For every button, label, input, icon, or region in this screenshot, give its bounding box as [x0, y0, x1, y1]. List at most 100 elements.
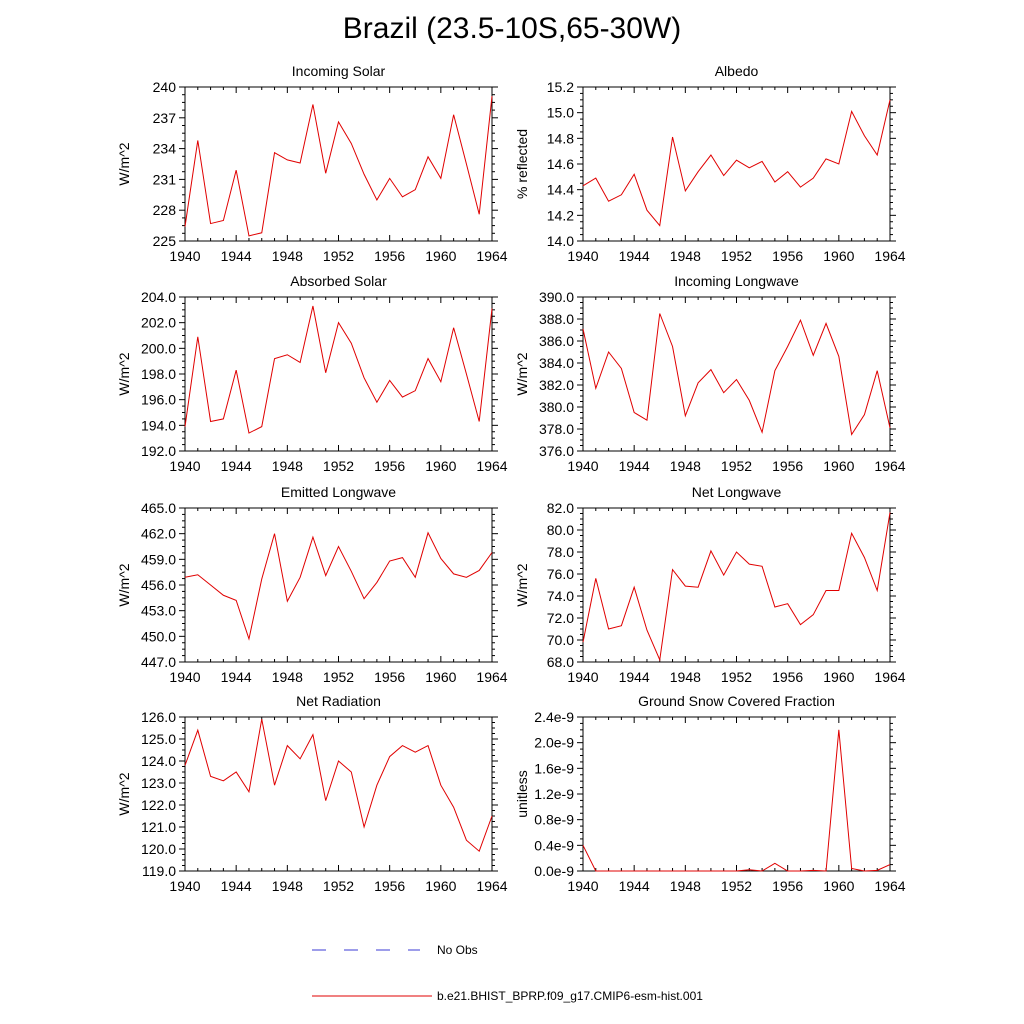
ground-snow-covered-fraction-series-line: [582, 729, 891, 872]
incoming-longwave-ytick-label: 390.0: [539, 289, 574, 305]
net-radiation-ylabel: W/m^2: [116, 772, 132, 815]
albedo-ytick-label: 14.4: [547, 182, 574, 198]
albedo-xtick-label: 1960: [823, 248, 854, 264]
absorbed-solar-ytick-label: 202.0: [141, 315, 176, 331]
absorbed-solar-ylabel: W/m^2: [116, 352, 132, 395]
ground-snow-covered-fraction-ytick-label: 0.0e-9: [534, 863, 574, 879]
legend-model-swatch: [312, 995, 432, 997]
absorbed-solar-ytick-label: 192.0: [141, 443, 176, 459]
incoming-solar-ytick-label: 237: [153, 110, 177, 126]
legend-obs-label: No Obs: [437, 943, 478, 957]
incoming-solar-xtick-label: 1948: [272, 248, 303, 264]
net-longwave-xtick-label: 1956: [772, 669, 803, 685]
incoming-longwave-ytick-label: 378.0: [539, 421, 574, 437]
incoming-solar-series-line: [184, 96, 493, 237]
incoming-longwave-ytick-label: 384.0: [539, 355, 574, 371]
net-radiation-xtick-label: 1964: [476, 878, 507, 894]
incoming-longwave-title: Incoming Longwave: [674, 273, 799, 289]
net-longwave-xtick-label: 1948: [670, 669, 701, 685]
net-longwave-xtick-label: 1944: [619, 669, 650, 685]
incoming-longwave-ytick-label: 376.0: [539, 443, 574, 459]
incoming-solar-ytick-label: 234: [153, 141, 177, 157]
ground-snow-covered-fraction-ytick-label: 1.2e-9: [534, 786, 574, 802]
emitted-longwave-ytick-label: 447.0: [141, 654, 176, 670]
incoming-longwave-ytick-label: 380.0: [539, 399, 574, 415]
incoming-solar-xtick-label: 1956: [374, 248, 405, 264]
absorbed-solar-series-line: [184, 305, 493, 434]
emitted-longwave-ylabel: W/m^2: [116, 563, 132, 606]
incoming-longwave-xtick-label: 1940: [567, 458, 598, 474]
net-radiation-xtick-label: 1960: [425, 878, 456, 894]
net-radiation-ytick-label: 124.0: [141, 753, 176, 769]
albedo-xtick-label: 1948: [670, 248, 701, 264]
albedo-series-line: [582, 99, 891, 227]
net-radiation-ytick-label: 123.0: [141, 775, 176, 791]
emitted-longwave-xtick-label: 1956: [374, 669, 405, 685]
albedo-ytick-label: 15.0: [547, 105, 574, 121]
emitted-longwave-ytick-label: 456.0: [141, 577, 176, 593]
incoming-longwave-xtick-label: 1960: [823, 458, 854, 474]
net-radiation-xtick-label: 1944: [221, 878, 252, 894]
incoming-longwave-xtick-label: 1944: [619, 458, 650, 474]
ground-snow-covered-fraction-ylabel: unitless: [514, 770, 530, 817]
ground-snow-covered-fraction-plot-frame: [582, 716, 891, 872]
albedo-xtick-label: 1964: [874, 248, 905, 264]
incoming-longwave-ylabel: W/m^2: [514, 352, 530, 395]
net-radiation-ytick-label: 119.0: [142, 863, 176, 879]
emitted-longwave-ytick-label: 459.0: [141, 551, 176, 567]
incoming-longwave-ytick-label: 388.0: [539, 311, 574, 327]
net-longwave-ytick-label: 68.0: [547, 654, 574, 670]
legend-obs-swatch: [312, 949, 420, 951]
net-longwave-xtick-label: 1952: [721, 669, 752, 685]
net-radiation-title: Net Radiation: [296, 693, 381, 709]
ground-snow-covered-fraction-ytick-label: 2.0e-9: [534, 735, 574, 751]
page-title: Brazil (23.5-10S,65-30W): [342, 12, 682, 45]
emitted-longwave-xtick-label: 1940: [169, 669, 200, 685]
net-longwave-title: Net Longwave: [692, 484, 782, 500]
albedo-xtick-label: 1944: [619, 248, 650, 264]
albedo-plot-frame: [582, 86, 891, 242]
albedo-ytick-label: 14.6: [547, 156, 574, 172]
incoming-solar-title: Incoming Solar: [292, 63, 386, 79]
emitted-longwave-xtick-label: 1944: [221, 669, 252, 685]
net-radiation-ytick-label: 126.0: [141, 709, 176, 725]
incoming-solar-ytick-label: 225: [153, 233, 177, 249]
net-radiation-xtick-label: 1952: [323, 878, 354, 894]
albedo-ytick-label: 14.0: [547, 233, 574, 249]
net-longwave-plot-frame: [582, 507, 891, 663]
net-longwave-ytick-label: 80.0: [547, 522, 574, 538]
ground-snow-covered-fraction-xtick-label: 1960: [823, 878, 854, 894]
emitted-longwave-ytick-label: 450.0: [141, 628, 176, 644]
incoming-longwave-xtick-label: 1964: [874, 458, 905, 474]
net-longwave-series-line: [582, 512, 891, 662]
net-radiation-ytick-label: 121.0: [141, 819, 176, 835]
incoming-solar-ylabel: W/m^2: [116, 142, 132, 185]
emitted-longwave-xtick-label: 1952: [323, 669, 354, 685]
incoming-solar-ytick-label: 240: [153, 79, 177, 95]
net-radiation-xtick-label: 1956: [374, 878, 405, 894]
ground-snow-covered-fraction-xtick-label: 1944: [619, 878, 650, 894]
albedo-ytick-label: 14.8: [547, 130, 574, 146]
albedo-ytick-label: 14.2: [547, 207, 574, 223]
absorbed-solar-ytick-label: 200.0: [141, 340, 176, 356]
incoming-longwave-series-line: [582, 313, 891, 436]
absorbed-solar-xtick-label: 1964: [476, 458, 507, 474]
albedo-xtick-label: 1952: [721, 248, 752, 264]
ground-snow-covered-fraction-title: Ground Snow Covered Fraction: [638, 693, 835, 709]
incoming-solar-xtick-label: 1952: [323, 248, 354, 264]
ground-snow-covered-fraction-xtick-label: 1948: [670, 878, 701, 894]
ground-snow-covered-fraction-xtick-label: 1952: [721, 878, 752, 894]
net-longwave-ylabel: W/m^2: [514, 563, 530, 606]
incoming-longwave-ytick-label: 386.0: [539, 333, 574, 349]
ground-snow-covered-fraction-xtick-label: 1956: [772, 878, 803, 894]
incoming-solar-xtick-label: 1964: [476, 248, 507, 264]
absorbed-solar-ytick-label: 198.0: [141, 366, 176, 382]
incoming-solar-xtick-label: 1944: [221, 248, 252, 264]
albedo-xtick-label: 1940: [567, 248, 598, 264]
legend-model: b.e21.BHIST_BPRP.f09_g17.CMIP6-esm-hist.…: [0, 986, 1024, 1006]
net-radiation-ytick-label: 120.0: [141, 841, 176, 857]
